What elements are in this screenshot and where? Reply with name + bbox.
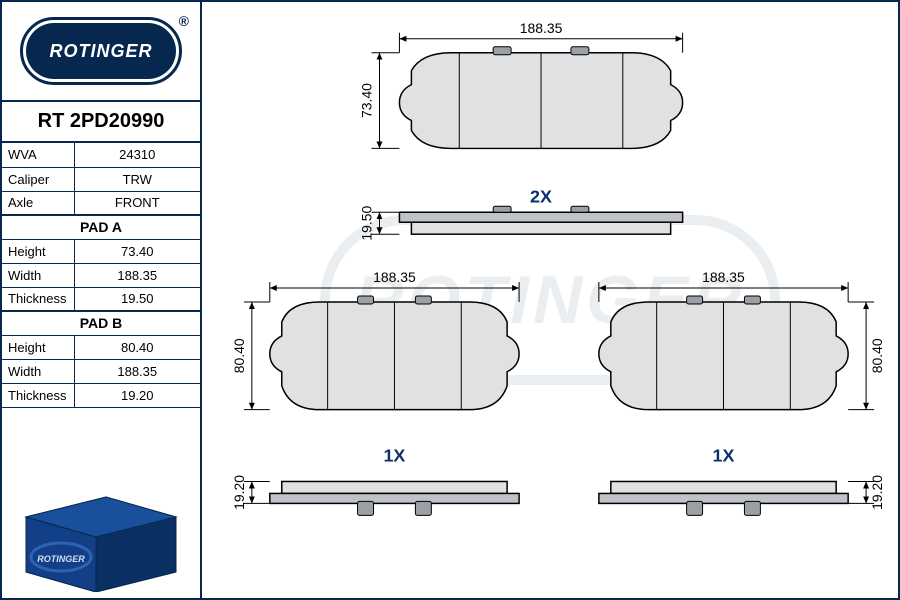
pad-b-width: 188.35 xyxy=(74,359,200,383)
pad-b-left-side: 19.20 xyxy=(231,475,519,516)
pad-b-height: 80.40 xyxy=(74,335,200,359)
wva-value: 24310 xyxy=(74,143,200,167)
pad-a-side: 19.50 xyxy=(359,206,683,241)
pad-a-width-label: Width xyxy=(2,263,74,287)
axle-label: Axle xyxy=(2,191,74,215)
pad-a-thick-label: Thickness xyxy=(2,287,74,311)
table-row: Axle FRONT xyxy=(2,191,200,215)
part-number: RT 2PD20990 xyxy=(2,102,200,143)
logo-box: ROTINGER xyxy=(2,2,200,102)
drawing-area: ROTINGER xyxy=(202,2,898,598)
wva-label: WVA xyxy=(2,143,74,167)
table-row: Height 73.40 xyxy=(2,239,200,263)
pad-b-thick: 19.20 xyxy=(74,383,200,407)
table-row: Thickness 19.20 xyxy=(2,383,200,407)
pad-b-right-side: 19.20 xyxy=(599,475,885,516)
pad-bl-qty: 1X xyxy=(383,446,405,466)
pad-b-left-face: 188.35 80.40 1X xyxy=(231,269,519,465)
table-row: WVA 24310 xyxy=(2,143,200,167)
table-row: Caliper TRW xyxy=(2,167,200,191)
pad-a-face: 188.35 73.40 2X xyxy=(359,20,683,207)
pad-a-thick: 19.50 xyxy=(74,287,200,311)
pad-a-thick-dim: 19.50 xyxy=(359,206,375,241)
pad-a-height-label: Height xyxy=(2,239,74,263)
table-row: Width 188.35 xyxy=(2,359,200,383)
svg-text:ROTINGER: ROTINGER xyxy=(37,554,85,564)
pad-a-height: 73.40 xyxy=(74,239,200,263)
spec-table: WVA 24310 Caliper TRW Axle FRONT PAD A H… xyxy=(2,143,200,408)
pad-a-title: PAD A xyxy=(2,215,200,239)
table-row: PAD A xyxy=(2,215,200,239)
table-row: Width 188.35 xyxy=(2,263,200,287)
brand-logo: ROTINGER xyxy=(26,23,176,79)
pad-b-thick-label: Thickness xyxy=(2,383,74,407)
datasheet-frame: ROTINGER RT 2PD20990 WVA 24310 Caliper T… xyxy=(0,0,900,600)
pad-br-thick-dim: 19.20 xyxy=(869,475,885,510)
pad-b-right-face: 188.35 80.40 1X xyxy=(599,269,885,465)
table-row: PAD B xyxy=(2,311,200,335)
caliper-label: Caliper xyxy=(2,167,74,191)
pad-br-width-dim: 188.35 xyxy=(702,269,745,285)
package-illustration: ROTINGER xyxy=(2,408,200,599)
pad-a-qty: 2X xyxy=(530,186,552,206)
pad-br-height-dim: 80.40 xyxy=(869,338,885,373)
technical-drawing: 188.35 73.40 2X 19.50 xyxy=(202,2,898,598)
pad-bl-thick-dim: 19.20 xyxy=(231,475,247,510)
axle-value: FRONT xyxy=(74,191,200,215)
pad-b-title: PAD B xyxy=(2,311,200,335)
pad-b-width-label: Width xyxy=(2,359,74,383)
pad-b-height-label: Height xyxy=(2,335,74,359)
pad-a-width: 188.35 xyxy=(74,263,200,287)
pad-bl-width-dim: 188.35 xyxy=(373,269,416,285)
pad-a-width-dim: 188.35 xyxy=(520,20,563,36)
caliper-value: TRW xyxy=(74,167,200,191)
table-row: Height 80.40 xyxy=(2,335,200,359)
pad-a-height-dim: 73.40 xyxy=(359,83,375,118)
pad-br-qty: 1X xyxy=(713,446,735,466)
table-row: Thickness 19.50 xyxy=(2,287,200,311)
pad-bl-height-dim: 80.40 xyxy=(231,338,247,373)
left-panel: ROTINGER RT 2PD20990 WVA 24310 Caliper T… xyxy=(2,2,202,598)
